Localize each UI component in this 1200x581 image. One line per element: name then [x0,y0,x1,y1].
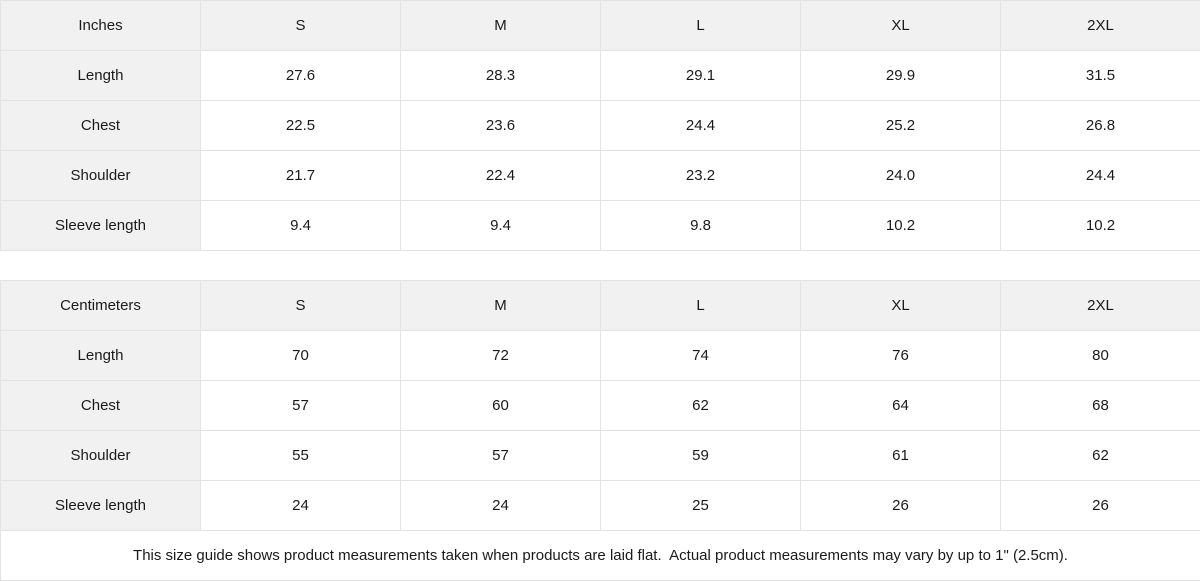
cm-size-header-xl: XL [801,281,1001,331]
measure-label-length-cm: Length [1,331,201,381]
inches-size-header-l: L [601,1,801,51]
measure-label-sleeve-in: Sleeve length [1,201,201,251]
cell-chest-xl-cm: 64 [801,381,1001,431]
measure-label-shoulder-cm: Shoulder [1,431,201,481]
cell-length-xl-cm: 76 [801,331,1001,381]
cell-shoulder-m-cm: 57 [401,431,601,481]
cell-chest-2xl-in: 26.8 [1001,101,1200,151]
table-row: Chest 57 60 62 64 68 [1,381,1200,431]
table-spacer-cell [1,251,1200,281]
measure-label-sleeve-cm: Sleeve length [1,481,201,531]
cell-sleeve-s-in: 9.4 [201,201,401,251]
cell-chest-s-cm: 57 [201,381,401,431]
inches-header-row: Inches S M L XL 2XL [1,1,1200,51]
cell-chest-m-in: 23.6 [401,101,601,151]
table-spacer-row [1,251,1200,281]
measure-label-length-in: Length [1,51,201,101]
cm-size-header-2xl: 2XL [1001,281,1200,331]
cell-length-s-in: 27.6 [201,51,401,101]
cell-shoulder-s-cm: 55 [201,431,401,481]
cell-sleeve-l-cm: 25 [601,481,801,531]
cell-shoulder-2xl-cm: 62 [1001,431,1200,481]
measure-label-chest-in: Chest [1,101,201,151]
centimeters-header-row: Centimeters S M L XL 2XL [1,281,1200,331]
cell-shoulder-xl-cm: 61 [801,431,1001,481]
cm-size-header-s: S [201,281,401,331]
table-row: Length 70 72 74 76 80 [1,331,1200,381]
cell-length-2xl-in: 31.5 [1001,51,1200,101]
inches-size-header-xl: XL [801,1,1001,51]
table-row: Shoulder 55 57 59 61 62 [1,431,1200,481]
cell-chest-l-in: 24.4 [601,101,801,151]
cell-chest-xl-in: 25.2 [801,101,1001,151]
measure-label-chest-cm: Chest [1,381,201,431]
cell-shoulder-2xl-in: 24.4 [1001,151,1200,201]
cm-size-header-l: L [601,281,801,331]
cell-sleeve-xl-in: 10.2 [801,201,1001,251]
inches-size-header-m: M [401,1,601,51]
table-row: Sleeve length 24 24 25 26 26 [1,481,1200,531]
size-guide-disclaimer: This size guide shows product measuremen… [1,531,1200,581]
cell-shoulder-l-cm: 59 [601,431,801,481]
cell-sleeve-s-cm: 24 [201,481,401,531]
table-row: Sleeve length 9.4 9.4 9.8 10.2 10.2 [1,201,1200,251]
measure-label-shoulder-in: Shoulder [1,151,201,201]
centimeters-unit-label: Centimeters [1,281,201,331]
inches-size-header-2xl: 2XL [1001,1,1200,51]
cell-shoulder-l-in: 23.2 [601,151,801,201]
cell-chest-2xl-cm: 68 [1001,381,1200,431]
cell-shoulder-xl-in: 24.0 [801,151,1001,201]
cell-length-xl-in: 29.9 [801,51,1001,101]
cell-length-l-cm: 74 [601,331,801,381]
cm-size-header-m: M [401,281,601,331]
cell-sleeve-xl-cm: 26 [801,481,1001,531]
cell-shoulder-m-in: 22.4 [401,151,601,201]
cell-shoulder-s-in: 21.7 [201,151,401,201]
cell-sleeve-m-cm: 24 [401,481,601,531]
cell-length-2xl-cm: 80 [1001,331,1200,381]
inches-size-header-s: S [201,1,401,51]
cell-chest-s-in: 22.5 [201,101,401,151]
cell-length-m-cm: 72 [401,331,601,381]
cell-chest-l-cm: 62 [601,381,801,431]
cell-sleeve-m-in: 9.4 [401,201,601,251]
cell-chest-m-cm: 60 [401,381,601,431]
cell-length-m-in: 28.3 [401,51,601,101]
table-row: Length 27.6 28.3 29.1 29.9 31.5 [1,51,1200,101]
table-row: Shoulder 21.7 22.4 23.2 24.0 24.4 [1,151,1200,201]
footer-note-row: This size guide shows product measuremen… [1,531,1200,581]
cell-sleeve-2xl-in: 10.2 [1001,201,1200,251]
cell-sleeve-l-in: 9.8 [601,201,801,251]
cell-sleeve-2xl-cm: 26 [1001,481,1200,531]
table-row: Chest 22.5 23.6 24.4 25.2 26.8 [1,101,1200,151]
inches-unit-label: Inches [1,1,201,51]
cell-length-s-cm: 70 [201,331,401,381]
cell-length-l-in: 29.1 [601,51,801,101]
